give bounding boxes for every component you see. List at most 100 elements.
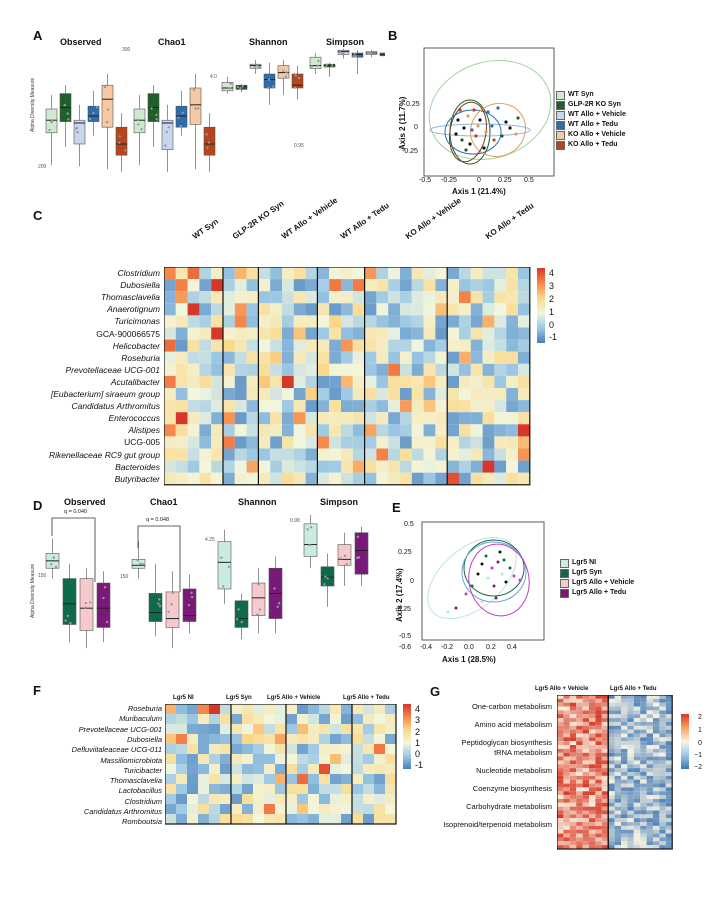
heatmap-cell (659, 756, 666, 761)
heatmap-cell (569, 764, 577, 769)
heatmap-cell (627, 725, 634, 730)
heatmap-cell (627, 779, 634, 784)
heatmap-cell (234, 339, 247, 352)
heatmap-cell (595, 783, 602, 788)
heatmap-cell (614, 745, 621, 749)
heatmap-cell (165, 794, 176, 804)
heatmap-cell (569, 718, 577, 722)
heatmap-cell (388, 363, 400, 376)
heatmap-cell (231, 744, 242, 754)
heatmap-cell (601, 695, 609, 699)
heatmap-cell (234, 472, 247, 485)
heatmap-cell (293, 351, 306, 364)
heatmap-cell (665, 810, 673, 815)
heatmap-cell (665, 783, 673, 788)
heatmap-cell (447, 279, 459, 292)
heatmap-cell (264, 764, 275, 774)
heatmap-cell (569, 710, 577, 715)
box-observed-lgr5_allo_tedu (96, 571, 111, 643)
box-shannon-ko_allo_vehicle (277, 60, 290, 95)
heatmap-cell (614, 779, 621, 784)
heatmap-cell (576, 702, 583, 707)
heatmap-cell (582, 795, 589, 799)
heatmap-cell (608, 837, 615, 842)
heatmap-cell (211, 424, 223, 437)
heatmap-cell (400, 315, 412, 328)
heatmap-cell (447, 460, 459, 473)
heatmap-cell (506, 315, 518, 328)
panel-a-simpson-title: Simpson (326, 37, 365, 47)
heatmap-cell (376, 388, 389, 401)
heatmap-cell (589, 845, 596, 849)
heatmap-cell (627, 737, 634, 742)
heatmap-cell (341, 774, 352, 784)
heatmap-cell (341, 764, 352, 774)
heatmap-cell (187, 472, 200, 485)
heatmap-cell (400, 400, 412, 413)
heatmap-cell (621, 802, 628, 807)
heatmap-cell (459, 436, 471, 449)
heatmap-cell (518, 279, 530, 292)
heatmap-cell (640, 810, 647, 815)
heatmap-cell (494, 460, 507, 473)
heatmap-cell (275, 744, 286, 754)
panel-g-color-scale (681, 714, 689, 769)
heatmap-cell (435, 460, 448, 473)
heatmap-cell (246, 436, 259, 449)
pcoa-point (486, 110, 490, 114)
panel-b-xtick-4: 0.25 (498, 177, 512, 184)
heatmap-cell (557, 814, 564, 819)
heatmap-cell (459, 460, 471, 473)
heatmap-cell (557, 733, 564, 738)
heatmap-cell (282, 279, 294, 292)
heatmap-cell (614, 845, 621, 849)
heatmap-cell (595, 818, 602, 823)
heatmap-cell (435, 424, 448, 437)
heatmap-cell (640, 698, 647, 703)
heatmap-cell (595, 741, 602, 746)
heatmap-cell (506, 400, 518, 413)
heatmap-cell (627, 764, 634, 769)
panel-e-legend: Lgr5 NI Lgr5 Syn Lgr5 Allo + Vehicle Lgr… (560, 558, 634, 598)
heatmap-cell (627, 706, 634, 711)
box-observed-lgr5_syn (62, 563, 77, 643)
heatmap-cell (258, 303, 271, 316)
pcoa-point (462, 126, 466, 130)
heatmap-cell (242, 784, 253, 794)
heatmap-cell (275, 814, 286, 824)
heatmap-cell (614, 814, 621, 819)
heatmap-cell (270, 363, 282, 376)
box-shannon-wt_syn (221, 76, 234, 94)
panel-b-xtick-3: 0 (477, 177, 481, 184)
heatmap-cell (646, 814, 653, 819)
heatmap-cell (293, 436, 306, 449)
panel-a-tick-shannon: 4.0 (210, 74, 217, 80)
heatmap-cell (576, 787, 583, 792)
heatmap-cell (308, 764, 319, 774)
heatmap-cell (352, 436, 365, 449)
heatmap-cell (411, 460, 424, 473)
heatmap-cell (563, 772, 570, 776)
heatmap-cell (595, 695, 602, 699)
heatmap-cell (258, 291, 271, 304)
legend-ko-allo-vehicle: KO Allo + Vehicle (556, 130, 626, 140)
heatmap-cell (563, 710, 570, 715)
heatmap-cell (621, 764, 628, 769)
heatmap-cell (388, 267, 400, 280)
heatmap-cell (621, 706, 628, 711)
heatmap-cell (640, 783, 647, 788)
heatmap-cell (459, 267, 471, 280)
heatmap-cell (376, 375, 389, 388)
heatmap-cell (595, 772, 602, 776)
pcoa-point (492, 584, 496, 588)
heatmap-cell (601, 833, 609, 838)
heatmap-cell (576, 695, 583, 699)
heatmap-cell (582, 710, 589, 715)
heatmap-cell (563, 737, 570, 742)
heatmap-cell (601, 764, 609, 769)
heatmap-cell (665, 825, 673, 830)
heatmap-cell (646, 806, 653, 811)
heatmap-cell (589, 725, 596, 730)
panel-c-genus-label: Thomasclavelia (100, 292, 160, 303)
heatmap-cell (199, 448, 212, 461)
